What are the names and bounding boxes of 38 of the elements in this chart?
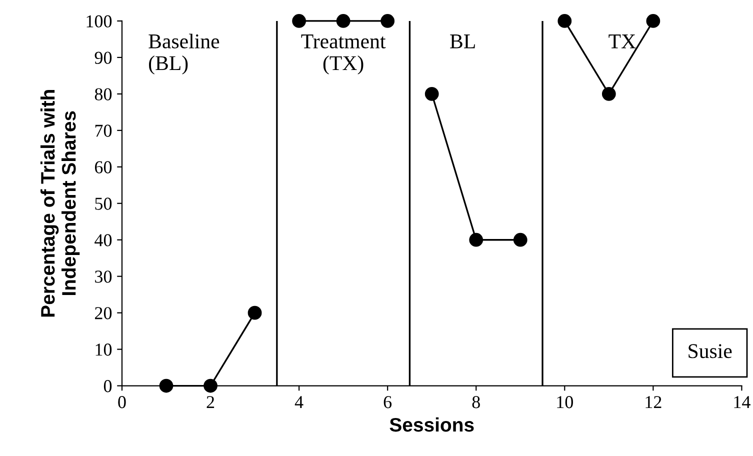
x-tick-label: 12 [646, 396, 662, 408]
x-tick-label: 8 [472, 396, 480, 408]
point [292, 14, 306, 28]
point [336, 14, 350, 28]
point [513, 232, 528, 247]
y-tick-label: 80 [94, 88, 112, 100]
y-tick-label: 30 [95, 270, 112, 283]
annotation: Susie [688, 344, 732, 358]
x-tick-label: 6 [384, 396, 392, 408]
point [380, 14, 395, 28]
point [646, 14, 660, 28]
y-tick-label: 90 [94, 52, 112, 64]
point [159, 378, 174, 393]
x-tick-label: 4 [294, 396, 304, 408]
y-tick-label: 60 [94, 161, 112, 174]
point [558, 14, 572, 28]
point [602, 86, 616, 101]
point [424, 86, 439, 101]
point [248, 306, 262, 320]
x-tick-label: 2 [206, 396, 214, 408]
point [469, 232, 484, 247]
annotation: BL [450, 34, 475, 48]
x-tick-label: 10 [557, 396, 573, 408]
annotation: Treatment (TX) [301, 34, 386, 74]
y-tick-label: 100 [86, 15, 112, 28]
y-tick-label: 70 [95, 124, 112, 137]
annotation: TX [608, 34, 636, 48]
y-tick-label: 10 [96, 344, 112, 356]
annotation: Baseline (BL) [148, 34, 220, 74]
y-axis-title: Percentage of Trials with Independent Shares [40, 90, 80, 317]
y-tick-label: 0 [104, 380, 112, 392]
point [204, 378, 218, 393]
y-tick-label: 20 [95, 307, 112, 320]
x-axis-title: Sessions [390, 417, 474, 432]
x-tick-label: 0 [118, 396, 126, 408]
y-tick-label: 40 [94, 234, 112, 246]
y-tick-label: 50 [95, 198, 112, 210]
x-tick-label: 14 [734, 396, 750, 408]
